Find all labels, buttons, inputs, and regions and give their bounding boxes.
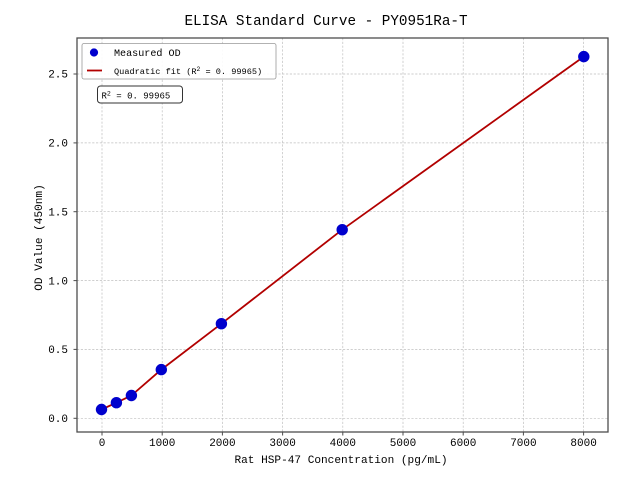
svg-text:0.0: 0.0 [48, 414, 68, 426]
svg-text:0.5: 0.5 [48, 345, 68, 357]
svg-text:0: 0 [99, 438, 106, 450]
svg-text:2.0: 2.0 [48, 139, 68, 151]
svg-text:1.0: 1.0 [48, 276, 68, 288]
svg-text:2000: 2000 [209, 438, 235, 450]
svg-text:Measured OD: Measured OD [114, 48, 181, 60]
svg-text:3000: 3000 [269, 438, 295, 450]
svg-text:8000: 8000 [570, 438, 596, 450]
svg-text:6000: 6000 [450, 438, 476, 450]
svg-text:OD Value (450nm): OD Value (450nm) [34, 184, 46, 291]
svg-text:1000: 1000 [149, 438, 175, 450]
svg-text:7000: 7000 [510, 438, 536, 450]
svg-text:Rat HSP-47 Concentration (pg/m: Rat HSP-47 Concentration (pg/mL) [234, 455, 447, 467]
svg-text:4000: 4000 [330, 438, 356, 450]
svg-text:R2 = 0. 99965: R2 = 0. 99965 [102, 90, 171, 102]
svg-text:5000: 5000 [390, 438, 416, 450]
svg-text:Quadratic fit (R2 = 0. 99965): Quadratic fit (R2 = 0. 99965) [114, 66, 262, 78]
svg-text:1.5: 1.5 [48, 207, 68, 219]
svg-text:2.5: 2.5 [48, 70, 68, 82]
